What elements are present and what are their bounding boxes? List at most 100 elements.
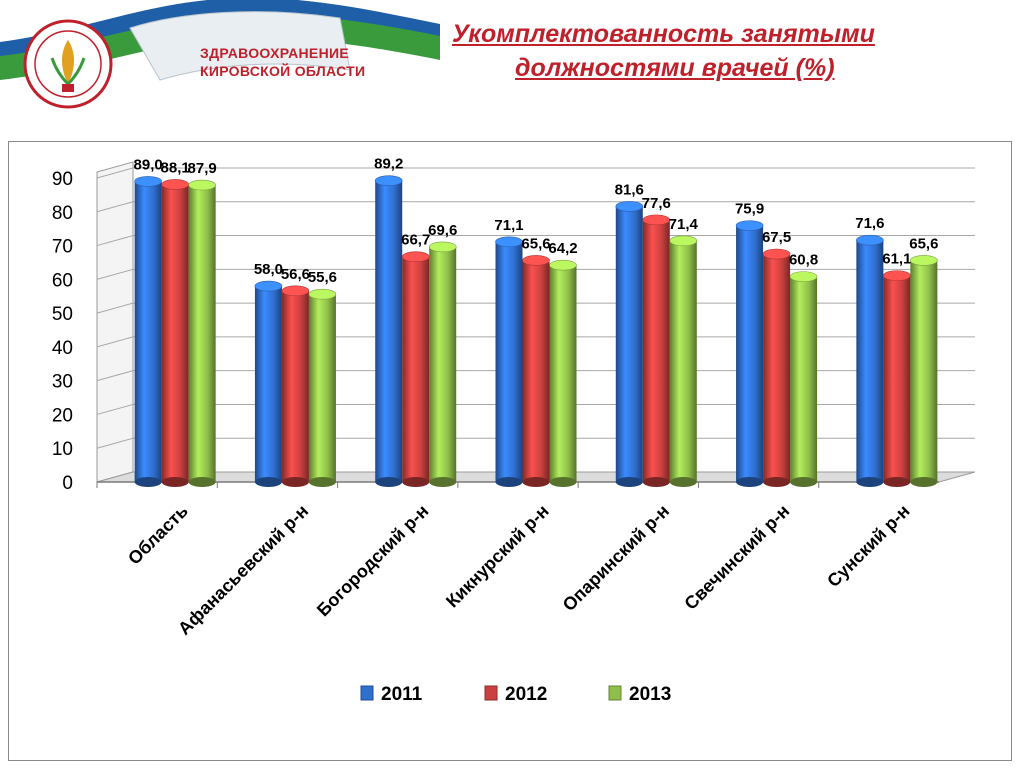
data-label: 89,0 (134, 156, 163, 173)
bar-2012-2 (402, 256, 430, 482)
data-label: 60,8 (789, 252, 818, 269)
bar-top-2011-1 (254, 280, 283, 292)
brand-ribbon (0, 0, 440, 81)
data-label: 77,6 (642, 195, 671, 212)
bar-base-2011-5 (736, 477, 764, 487)
bar-2013-2 (429, 246, 457, 482)
bar-base-2011-6 (856, 477, 884, 487)
data-label: 65,6 (521, 235, 550, 252)
gridline-side (96, 336, 134, 348)
bar-2013-3 (549, 265, 577, 482)
bar-top-2013-0 (188, 179, 216, 191)
bar-top-2011-4 (615, 201, 644, 212)
bar-chart: 0 10 20 30 40 50 60 70 80 90 89,088,187,9 Область 58… (52, 156, 976, 705)
x-category-label: Сунский р-н (823, 501, 913, 591)
emblem-icon (23, 19, 113, 109)
bar-base-2012-0 (161, 477, 189, 487)
data-label: 55,6 (308, 269, 337, 286)
bar-base-2012-6 (883, 477, 911, 487)
bar-top-2011-0 (134, 176, 162, 187)
bar-base-2011-4 (615, 477, 643, 487)
x-category-label: Опаринский р-н (559, 501, 673, 615)
page-title-line-2: должностями врачей (%) (515, 54, 835, 82)
bar-2013-5 (790, 276, 818, 482)
bar-base-2012-1 (281, 477, 309, 487)
bar-top-2012-5 (762, 248, 791, 260)
brand-line-1: ЗДРАВООХРАНЕНИЕ (200, 45, 349, 61)
legend-swatch-2011 (360, 685, 374, 701)
data-label: 61,1 (882, 251, 911, 268)
bar-top-2013-4 (669, 235, 698, 247)
y-tick-label: 80 (52, 203, 73, 224)
bar-top-2012-3 (522, 255, 550, 266)
gridline-side (96, 235, 134, 247)
x-category-label: Богородский р-н (313, 501, 433, 621)
bar-2011-6 (856, 240, 884, 482)
bar-2012-4 (642, 219, 670, 482)
data-label: 87,9 (188, 160, 217, 177)
bar-2011-1 (254, 286, 282, 482)
bar-base-2013-4 (669, 477, 697, 487)
data-label: 67,5 (762, 229, 791, 246)
data-label: 56,6 (281, 266, 310, 283)
bar-2013-0 (188, 185, 216, 483)
gridline-side (96, 268, 134, 280)
bar-top-2011-3 (495, 236, 523, 248)
data-label: 81,6 (615, 181, 644, 198)
bar-2013-6 (910, 260, 938, 482)
bar-2012-1 (281, 290, 309, 482)
bar-2012-0 (161, 184, 189, 482)
data-label: 69,6 (428, 222, 457, 239)
bar-base-2012-2 (402, 477, 430, 487)
x-category-label: Область (124, 501, 192, 569)
y-tick-label: 20 (52, 405, 73, 426)
y-tick-label: 0 (62, 473, 73, 494)
data-label: 71,4 (669, 216, 699, 233)
bar-base-2013-0 (188, 477, 216, 487)
data-label: 71,6 (855, 215, 884, 232)
bar-top-2013-5 (789, 271, 818, 282)
bar-2011-0 (134, 181, 162, 482)
legend-label-2011: 2011 (381, 684, 423, 705)
bar-2013-4 (669, 240, 697, 482)
bar-base-2013-6 (910, 477, 938, 487)
bar-top-2012-1 (281, 285, 310, 297)
bar-2011-4 (615, 206, 643, 482)
legend-swatch-2012 (484, 685, 498, 701)
x-category-label: Кикнурский р-н (442, 501, 553, 612)
bar-2011-3 (495, 241, 523, 482)
bar-2012-5 (763, 254, 791, 482)
data-label: 88,1 (161, 159, 190, 176)
data-label: 66,7 (401, 232, 430, 249)
data-label: 58,0 (254, 261, 283, 278)
y-tick-label: 90 (52, 169, 73, 190)
data-label: 75,9 (735, 201, 764, 218)
brand-line-2: КИРОВСКОЙ ОБЛАСТИ (200, 63, 366, 79)
bar-base-2011-0 (134, 477, 162, 487)
bar-top-2011-2 (374, 175, 403, 187)
bar-top-2013-2 (428, 241, 457, 253)
x-category-label: Свечинский р-н (680, 501, 793, 614)
bar-2012-6 (883, 275, 911, 482)
gridline-side (96, 302, 134, 314)
data-label: 65,6 (909, 235, 938, 252)
gridline-side (96, 437, 134, 449)
header: ЗДРАВООХРАНЕНИЕ КИРОВСКОЙ ОБЛАСТИ Укомпл… (0, 0, 1024, 120)
bar-top-2011-5 (735, 220, 764, 231)
bar-2013-1 (308, 294, 336, 482)
bar-top-2012-0 (161, 179, 189, 190)
gridline-side (96, 370, 134, 382)
legend-label-2013: 2013 (629, 684, 671, 705)
bar-top-2012-6 (883, 270, 911, 281)
bar-base-2011-3 (495, 477, 523, 487)
bar-base-2012-3 (522, 477, 550, 487)
data-label: 89,2 (374, 156, 403, 173)
bar-top-2013-1 (308, 288, 337, 300)
bar-top-2012-4 (642, 214, 671, 226)
gridline-side (96, 167, 134, 179)
x-category-label: Афанасьевский р-н (174, 501, 312, 639)
chart-frame: 0 10 20 30 40 50 60 70 80 90 89,0 88,1 87,9 Область 58… (8, 141, 1012, 761)
bar-base-2013-2 (429, 477, 457, 487)
bar-2011-2 (375, 180, 403, 483)
bar-base-2012-5 (763, 477, 791, 487)
